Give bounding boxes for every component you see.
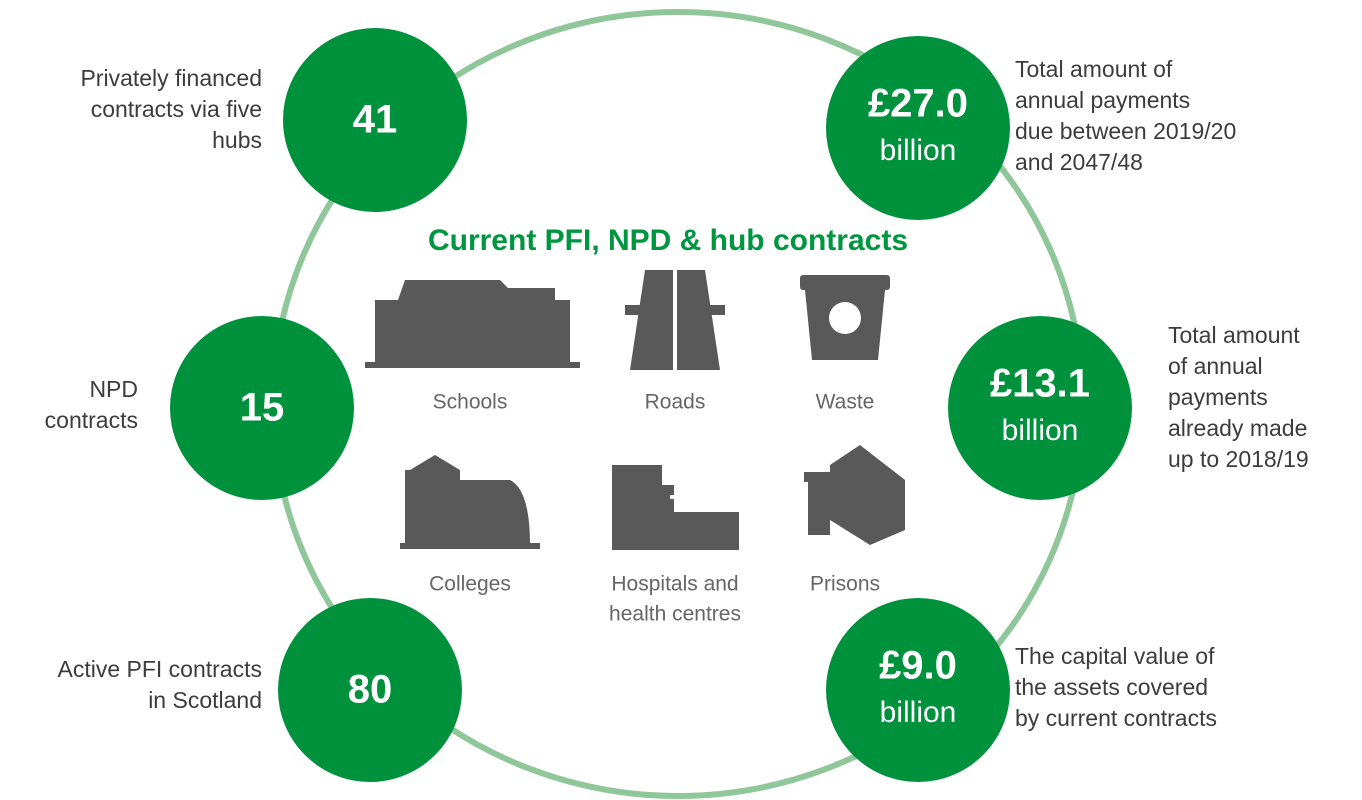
stat-description: The capital value of <box>1015 643 1215 669</box>
stat-description: annual payments <box>1015 87 1190 113</box>
stat-circle <box>826 36 1010 220</box>
stat-value: £13.1 <box>990 362 1090 406</box>
stat-description: payments <box>1168 384 1268 410</box>
stat-description: Privately financed <box>80 65 262 91</box>
stat-circle <box>948 316 1132 500</box>
stat-unit: billion <box>1002 414 1079 447</box>
roads-icon <box>625 270 725 370</box>
sector-label: health centres <box>609 603 741 626</box>
stat-description: contracts via five <box>91 96 262 122</box>
stat-circle <box>278 598 462 782</box>
stat-description: up to 2018/19 <box>1168 446 1309 472</box>
sector-label: Prisons <box>810 573 880 596</box>
sector-label: Waste <box>816 391 875 414</box>
stat-description: by current contracts <box>1015 705 1217 731</box>
colleges-icon <box>400 455 540 549</box>
sector-label: Hospitals and <box>611 573 738 596</box>
stat-description: of annual <box>1168 353 1263 379</box>
stat-description: Total amount <box>1168 322 1300 348</box>
sector-label: Schools <box>433 391 508 414</box>
stat-description: Active PFI contracts <box>57 656 262 682</box>
waste-icon <box>800 275 890 360</box>
hospitals-icon <box>612 465 739 550</box>
stat-unit: billion <box>880 134 957 167</box>
stat-description: NPD <box>89 376 138 402</box>
stat-description: Total amount of <box>1015 56 1173 82</box>
stat-value: 15 <box>240 386 285 430</box>
stat-description: hubs <box>212 127 262 153</box>
stat-description: the assets covered <box>1015 674 1208 700</box>
stat-description: and 2047/48 <box>1015 149 1143 175</box>
title: Current PFI, NPD & hub contracts <box>428 224 908 257</box>
stat-value: 80 <box>348 668 393 712</box>
stat-description: already made <box>1168 415 1307 441</box>
prisons-icon <box>804 445 905 545</box>
stat-description: in Scotland <box>148 687 262 713</box>
stat-value: £27.0 <box>868 82 968 126</box>
stat-unit: billion <box>880 696 957 729</box>
stat-description: due between 2019/20 <box>1015 118 1236 144</box>
sector-label: Roads <box>645 391 706 414</box>
stat-circle <box>170 316 354 500</box>
stat-value: 41 <box>353 98 398 142</box>
stat-circle <box>826 598 1010 782</box>
schools-icon <box>365 280 580 368</box>
stat-value: £9.0 <box>879 644 957 688</box>
stat-circle <box>283 28 467 212</box>
stat-description: contracts <box>45 407 138 433</box>
sector-label: Colleges <box>429 573 511 596</box>
